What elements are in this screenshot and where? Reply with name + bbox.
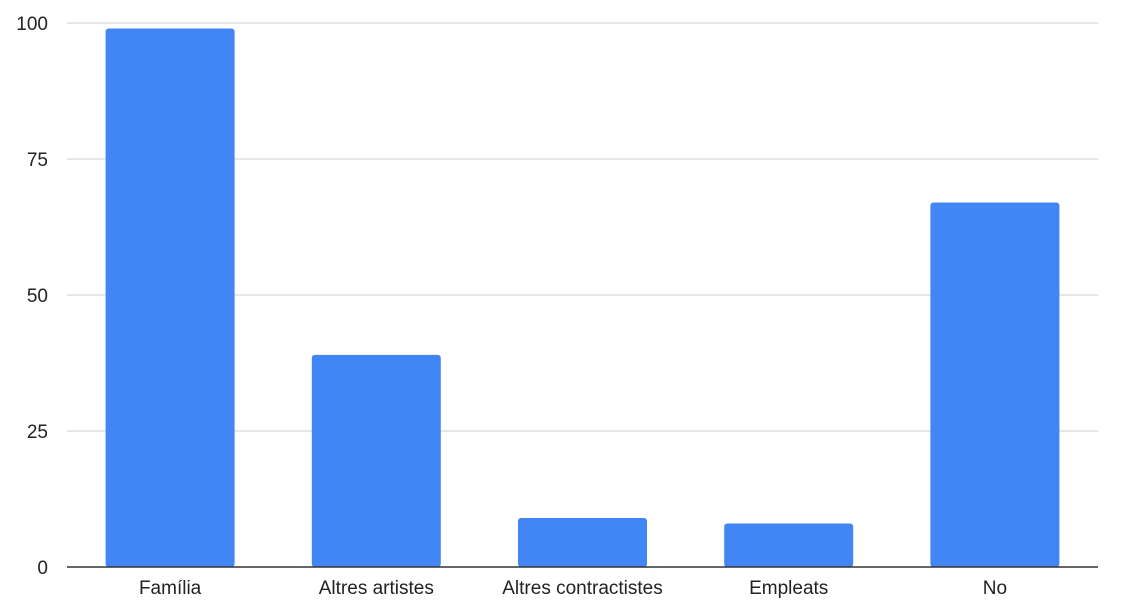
x-category-label: Empleats [749, 578, 828, 599]
y-tick-labels: 0 25 50 75 100 [16, 14, 48, 579]
x-category-labels: Família Altres artistes Altres contractist… [139, 578, 1007, 599]
y-tick-label: 100 [16, 14, 48, 35]
bar-1 [311, 354, 441, 567]
y-tick-label: 0 [37, 558, 48, 579]
y-tick-label: 75 [27, 150, 48, 171]
gridlines [67, 22, 1098, 432]
y-tick-label: 25 [27, 422, 48, 443]
x-category-label: Família [139, 578, 202, 599]
x-category-label: Altres artistes [319, 578, 434, 599]
bar-2 [518, 518, 647, 567]
y-tick-label: 50 [27, 286, 48, 307]
bar-0 [105, 28, 235, 567]
x-category-label: Altres contractistes [502, 578, 663, 599]
bar-4 [930, 202, 1060, 567]
bars [105, 28, 1060, 567]
x-category-label: No [983, 578, 1007, 599]
bar-3 [724, 523, 854, 567]
